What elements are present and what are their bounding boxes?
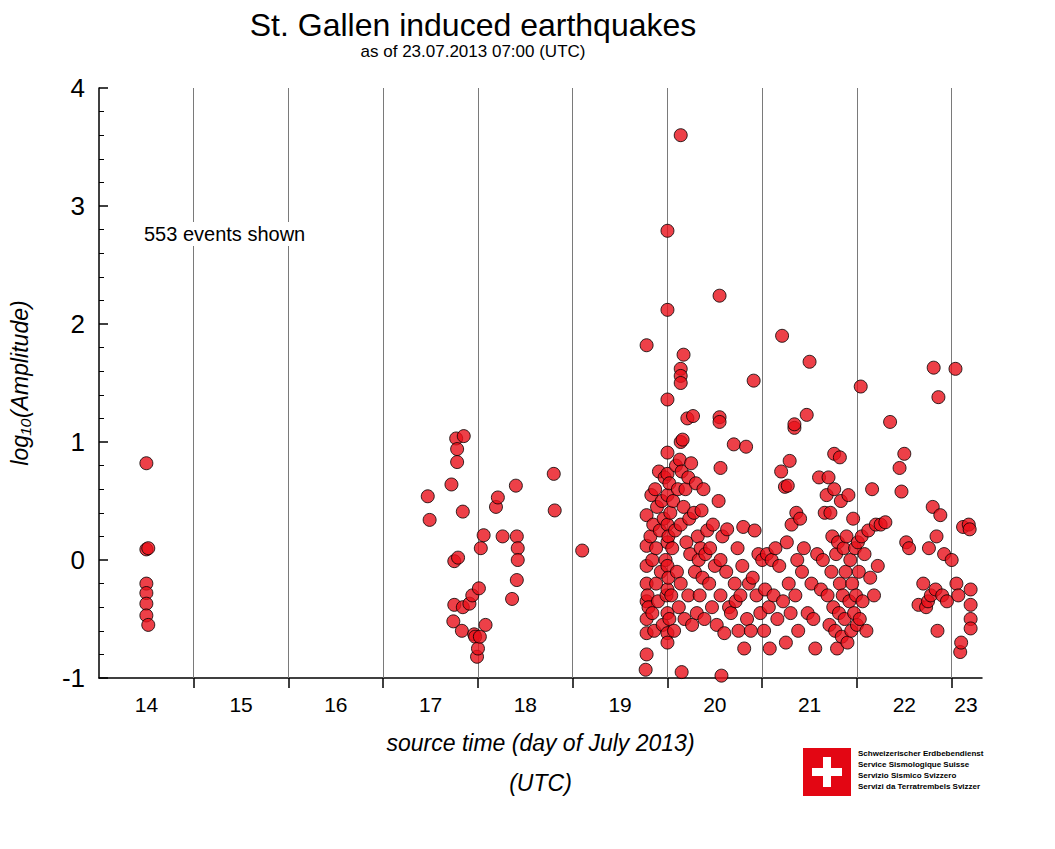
svg-text:17: 17	[419, 693, 442, 716]
svg-text:Schweizerischer Erdbebendienst: Schweizerischer Erdbebendienst	[858, 749, 984, 758]
svg-text:18: 18	[514, 693, 537, 716]
svg-text:19: 19	[608, 693, 631, 716]
svg-text:14: 14	[135, 693, 159, 716]
svg-text:source time (day of July 2013): source time (day of July 2013)	[386, 730, 694, 756]
svg-text:(UTC): (UTC)	[509, 770, 572, 796]
svg-text:553 events shown: 553 events shown	[144, 223, 305, 245]
svg-text:2: 2	[71, 309, 85, 339]
svg-text:3: 3	[71, 191, 85, 221]
svg-text:Servizi da Terratrembels Svizz: Servizi da Terratrembels Svizzer	[858, 782, 980, 791]
svg-text:20: 20	[703, 693, 726, 716]
svg-text:Servizio Sismico Svizzero: Servizio Sismico Svizzero	[858, 771, 956, 780]
svg-text:4: 4	[71, 73, 85, 103]
svg-text:log₁₀(Amplitude): log₁₀(Amplitude)	[7, 300, 33, 465]
svg-text:0: 0	[71, 545, 85, 575]
svg-text:St. Gallen induced earthquakes: St. Gallen induced earthquakes	[250, 7, 697, 43]
svg-text:22: 22	[893, 693, 916, 716]
svg-text:23: 23	[954, 693, 977, 716]
svg-text:1: 1	[71, 427, 85, 457]
svg-text:21: 21	[798, 693, 821, 716]
svg-text:Service Sismologique Suisse: Service Sismologique Suisse	[858, 760, 970, 769]
svg-text:as of 23.07.2013 07:00 (UTC): as of 23.07.2013 07:00 (UTC)	[361, 42, 586, 61]
svg-text:16: 16	[324, 693, 347, 716]
svg-text:-1: -1	[62, 663, 85, 693]
svg-text:15: 15	[229, 693, 252, 716]
